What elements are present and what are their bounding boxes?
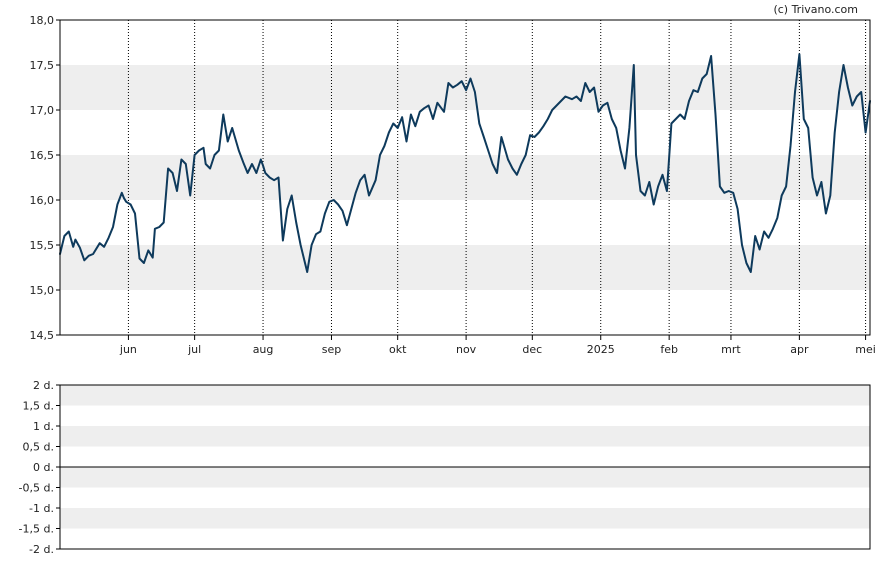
x-tick-label: 2025 bbox=[587, 343, 615, 356]
y-tick-label: 17,0 bbox=[30, 104, 55, 117]
y-tick-label: 17,5 bbox=[30, 59, 55, 72]
top-band bbox=[60, 245, 870, 290]
x-tick-label: mei bbox=[855, 343, 876, 356]
credit-label: (c) Trivano.com bbox=[773, 3, 858, 16]
top-panel-border bbox=[59, 19, 871, 336]
x-tick-label: jul bbox=[187, 343, 201, 356]
top-panel-x-ticks: jun jul aug sep okt nov dec 2025 feb mrt apr mei bbox=[119, 335, 876, 356]
x-tick-label: okt bbox=[389, 343, 407, 356]
bottom-y-tick-label: -0,5 d. bbox=[19, 482, 54, 495]
bottom-y-tick-label: -1,5 d. bbox=[19, 523, 54, 536]
x-tick-label: apr bbox=[790, 343, 809, 356]
x-tick-label: sep bbox=[322, 343, 341, 356]
y-tick-label: 18,0 bbox=[30, 14, 55, 27]
bottom-y-tick-label: 0 d. bbox=[33, 461, 54, 474]
x-tick-label: nov bbox=[456, 343, 477, 356]
bottom-band bbox=[60, 426, 870, 447]
top-panel-y-ticks: 14,5 15,0 15,5 16,0 16,5 17,0 17,5 18,0 bbox=[30, 14, 60, 342]
bottom-y-tick-label: -1 d. bbox=[29, 502, 54, 515]
top-panel-bands bbox=[60, 65, 870, 290]
bottom-band bbox=[60, 385, 870, 406]
bottom-panel-bands bbox=[60, 385, 870, 529]
bottom-y-tick-label: 1,5 d. bbox=[23, 400, 54, 413]
bottom-y-tick-label: 0,5 d. bbox=[23, 441, 54, 454]
x-tick-label: jun bbox=[119, 343, 137, 356]
y-tick-label: 16,5 bbox=[30, 149, 55, 162]
top-band bbox=[60, 155, 870, 200]
x-tick-label: dec bbox=[522, 343, 542, 356]
price-series-line bbox=[59, 53, 871, 273]
bottom-y-tick-label: 2 d. bbox=[33, 379, 54, 392]
bottom-y-tick-label: -2 d. bbox=[29, 543, 54, 556]
x-tick-label: mrt bbox=[721, 343, 741, 356]
y-tick-label: 15,0 bbox=[30, 284, 55, 297]
bottom-band bbox=[60, 467, 870, 488]
y-tick-label: 14,5 bbox=[30, 329, 55, 342]
bottom-band bbox=[60, 508, 870, 529]
y-tick-label: 15,5 bbox=[30, 239, 55, 252]
top-panel-frame bbox=[59, 19, 871, 336]
x-tick-label: aug bbox=[253, 343, 274, 356]
bottom-y-tick-label: 1 d. bbox=[33, 420, 54, 433]
top-panel-price-line bbox=[59, 53, 871, 273]
bottom-panel-y-ticks: 2 d. 1,5 d. 1 d. 0,5 d. 0 d. -0,5 d. -1 d. -1,5… bbox=[19, 379, 60, 556]
x-tick-label: feb bbox=[660, 343, 678, 356]
y-tick-label: 16,0 bbox=[30, 194, 55, 207]
